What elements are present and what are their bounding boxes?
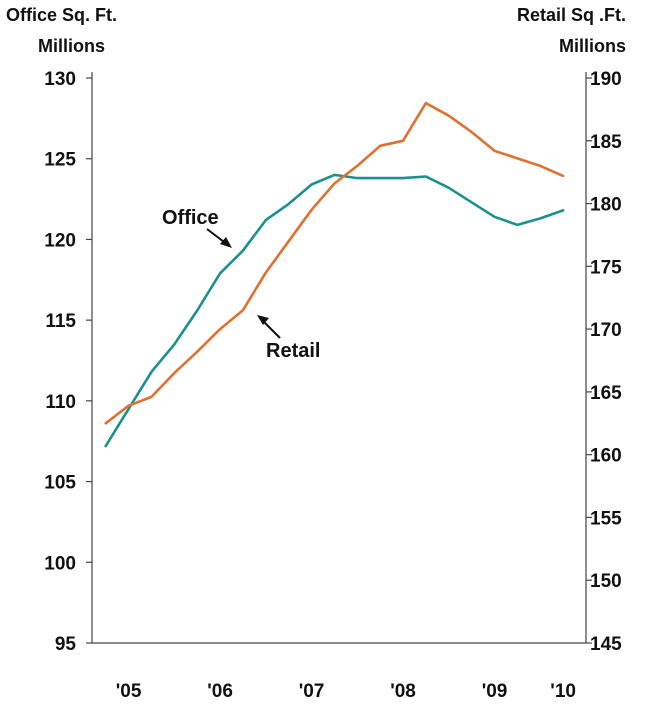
- left-axis-title-line1: Office Sq. Ft.: [6, 5, 117, 25]
- x-axis-ticks: '05 '06 '07 '08 '09 '10: [116, 681, 576, 702]
- x-tick-label: '08: [390, 681, 416, 702]
- x-tick-label: '09: [482, 681, 508, 702]
- series-line-retail: [104, 101, 565, 425]
- retail-annotation-arrow: [261, 319, 281, 339]
- x-tick-label: '10: [550, 681, 576, 702]
- right-axis-title-line2: Millions: [559, 36, 626, 56]
- left-tick-label: 105: [44, 473, 76, 494]
- right-tick-label: 145: [590, 634, 622, 655]
- x-tick-label: '06: [207, 681, 233, 702]
- series-layer: [104, 101, 565, 448]
- left-tick-label: 110: [45, 392, 76, 413]
- office-annotation-label: Office: [162, 207, 219, 229]
- left-axis-ticks: 95 100 105 110 115 120 125 130: [44, 69, 92, 655]
- right-tick-label: 165: [590, 383, 622, 404]
- left-tick-label: 125: [44, 150, 76, 171]
- right-tick-label: 185: [590, 132, 622, 153]
- office-annotation-arrowhead: [220, 237, 232, 248]
- right-axis-title-line1: Retail Sq .Ft.: [517, 5, 626, 25]
- retail-annotation-label: Retail: [266, 340, 320, 362]
- left-axis-title-line2: Millions: [38, 36, 105, 56]
- right-tick-label: 190: [590, 69, 622, 90]
- right-axis-ticks: 145 150 155 160 165 170 175 180 185 190: [586, 69, 622, 655]
- right-tick-label: 175: [590, 257, 622, 278]
- left-tick-label: 100: [44, 553, 76, 574]
- right-tick-label: 180: [590, 195, 622, 216]
- x-tick-label: '05: [116, 681, 142, 702]
- left-tick-label: 115: [45, 311, 76, 332]
- right-tick-label: 170: [590, 320, 622, 341]
- left-tick-label: 130: [44, 69, 76, 90]
- retail-annotation-arrowhead: [257, 315, 269, 325]
- right-tick-label: 160: [590, 446, 622, 467]
- x-tick-label: '07: [299, 681, 325, 702]
- left-tick-label: 95: [55, 634, 77, 655]
- right-tick-label: 150: [590, 571, 622, 592]
- right-tick-label: 155: [590, 508, 622, 529]
- left-tick-label: 120: [44, 230, 76, 251]
- series-line-office: [104, 173, 565, 448]
